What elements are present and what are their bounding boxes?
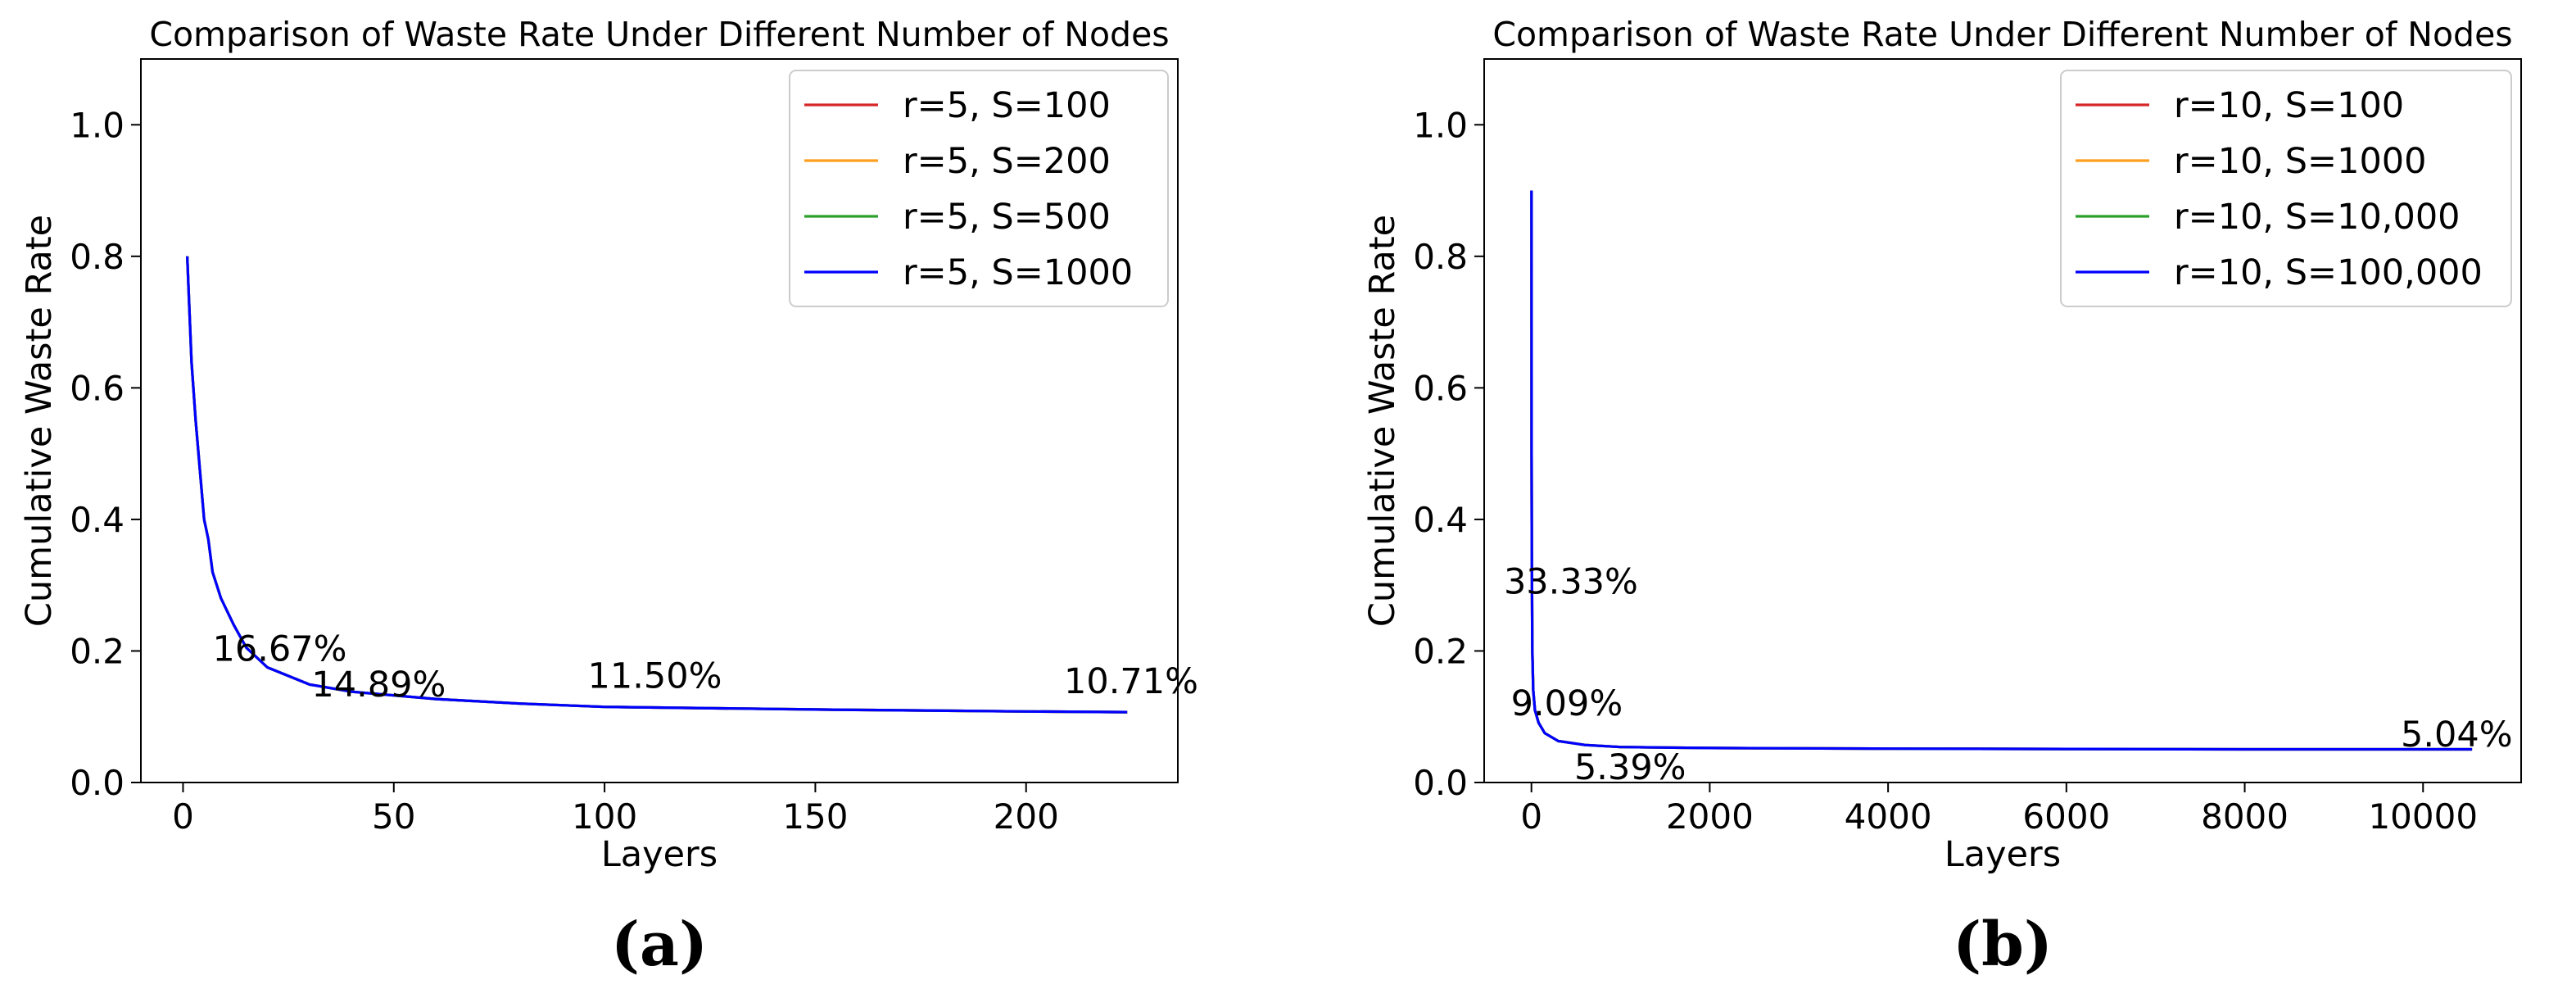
legend-entry: r=10, S=100 (2174, 85, 2404, 126)
y-tick-label: 1.0 (1413, 105, 1468, 145)
y-axis-label: Cumulative Waste Rate (1362, 215, 1403, 627)
legend-entry: r=5, S=200 (903, 141, 1111, 182)
x-axis-label: Layers (601, 834, 718, 875)
x-tick-label: 0 (1520, 796, 1542, 837)
y-axis-label: Cumulative Waste Rate (19, 215, 60, 627)
legend-entry: r=10, S=1000 (2174, 141, 2427, 182)
chart-title: Comparison of Waste Rate Under Different… (149, 15, 1169, 54)
chart-panel-a: Comparison of Waste Rate Under Different… (19, 15, 1198, 980)
panel-label: (b) (1953, 910, 2053, 980)
chart-title: Comparison of Waste Rate Under Different… (1492, 15, 2512, 54)
legend-entry: r=5, S=1000 (903, 252, 1133, 293)
y-tick-label: 0.0 (70, 763, 124, 803)
y-tick-label: 0.4 (1413, 500, 1468, 540)
y-tick-label: 0.8 (70, 237, 124, 277)
annotation-label: 33.33% (1504, 562, 1638, 603)
legend-entry: r=10, S=10,000 (2174, 197, 2461, 238)
legend: r=5, S=100 r=5, S=200 r=5, S=500 r=5, S=100… (789, 70, 1169, 307)
y-tick-label: 0.0 (1413, 763, 1468, 803)
y-tick-label: 0.2 (1413, 631, 1468, 671)
y-tick-label: 1.0 (70, 105, 124, 145)
y-tick-label: 0.8 (1413, 237, 1468, 277)
legend-box (2060, 70, 2512, 307)
y-tick-label: 0.6 (70, 368, 124, 408)
legend: r=10, S=100 r=10, S=1000 r=10, S=10,000 r=1… (2060, 70, 2512, 307)
x-tick-label: 100 (572, 796, 637, 837)
x-tick-label: 6000 (2022, 796, 2110, 837)
panel-label: (a) (611, 910, 708, 980)
plot-frame (1483, 58, 2522, 783)
annotation-label: 16.67% (212, 628, 346, 669)
legend-entry: r=5, S=500 (903, 197, 1111, 238)
annotation-label: 9.09% (1511, 683, 1623, 724)
y-tick-label: 0.6 (1413, 368, 1468, 408)
annotation-label: 5.39% (1574, 747, 1686, 788)
x-tick-label: 2000 (1666, 796, 1754, 837)
legend-entry: r=5, S=100 (903, 85, 1111, 126)
plot-frame (140, 58, 1179, 783)
legend-box (789, 70, 1169, 307)
annotation-label: 14.89% (311, 665, 446, 705)
annotation-label: 5.04% (2401, 714, 2513, 755)
chart-panel-b: Comparison of Waste Rate Under Different… (1362, 15, 2522, 980)
series-line-4 (1530, 190, 2473, 751)
x-tick-label: 150 (782, 796, 848, 837)
x-tick-label: 8000 (2201, 796, 2289, 837)
x-axis-label: Layers (1944, 834, 2061, 875)
y-tick-label: 0.4 (70, 500, 124, 540)
x-tick-label: 4000 (1845, 796, 1932, 837)
annotation-label: 10.71% (1064, 661, 1198, 702)
series-line-4 (186, 256, 1128, 714)
x-tick-label: 10000 (2368, 796, 2478, 837)
y-tick-label: 0.2 (70, 631, 124, 671)
x-tick-label: 0 (172, 796, 194, 837)
annotation-label: 11.50% (588, 656, 722, 696)
x-tick-label: 50 (372, 796, 415, 837)
legend-entry: r=10, S=100,000 (2174, 252, 2483, 293)
x-tick-label: 200 (994, 796, 1059, 837)
